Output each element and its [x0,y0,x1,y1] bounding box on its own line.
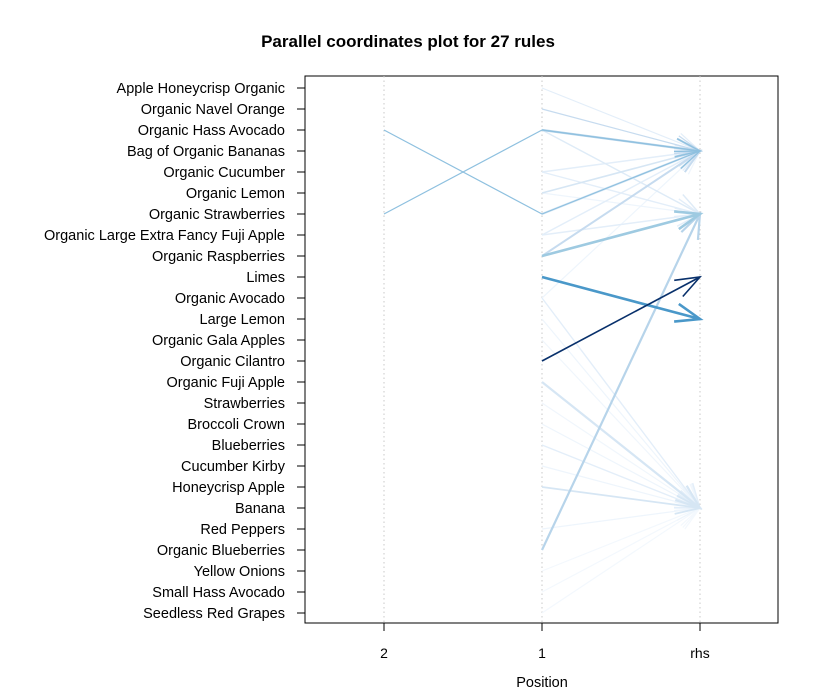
rule-line [541,402,701,509]
y-tick-label-organic-blueberries: Organic Blueberries [157,543,285,559]
y-tick-label-banana: Banana [235,501,286,517]
rule-line [541,150,701,257]
y-tick-label-blueberries: Blueberries [212,438,285,454]
rule-line [383,129,701,215]
y-tick-label-organic-avocado: Organic Avocado [175,291,285,307]
rule-21 [541,402,702,509]
rule-line [541,339,701,509]
rule-26 [541,318,702,510]
y-tick-label-organic-gala-apples: Organic Gala Apples [152,333,285,349]
x-tick-label-2: 2 [380,645,388,661]
rule-20 [541,381,703,510]
rule-7 [541,147,703,194]
rule-line [541,507,701,614]
rule-line [541,318,701,509]
y-tick-label-honeycrisp-apple: Honeycrisp Apple [172,480,285,496]
y-tick-label-bag-of-organic-bananas: Bag of Organic Bananas [127,144,285,160]
rule-30 [541,507,702,572]
y-tick-label-large-lemon: Large Lemon [200,312,285,328]
y-tick-label-organic-cilantro: Organic Cilantro [180,354,285,370]
rule-line [541,87,701,152]
rule-arrowhead [674,275,703,298]
rule-line [541,381,701,509]
rule-25 [541,486,703,515]
rule-line [541,297,701,509]
rule-line [541,108,701,152]
y-tick-label-organic-raspberries: Organic Raspberries [152,249,285,265]
rule-line [541,423,701,509]
y-tick-label-seedless-red-grapes: Seedless Red Grapes [143,606,285,622]
rule-line [541,276,701,362]
y-tick-label-red-peppers: Red Peppers [200,522,285,538]
x-tick-label-rhs: rhs [690,645,709,661]
rule-line [541,486,701,509]
rule-line [541,465,701,509]
y-tick-label-organic-lemon: Organic Lemon [186,186,285,202]
y-tick-label-yellow-onions: Yellow Onions [194,564,285,580]
rule-line [541,213,701,551]
y-axis: Apple Honeycrisp Organic Organic Navel Or… [44,81,305,622]
y-tick-label-organic-large-extra-fancy-fuji-apple: Organic Large Extra Fancy Fuji Apple [44,228,285,244]
rule-31 [541,507,702,593]
rule-line [383,129,701,215]
rule-12 [541,210,704,258]
y-tick-label-organic-strawberries: Organic Strawberries [149,207,285,223]
rule-22 [541,423,702,509]
rule-19 [541,275,704,323]
rule-32 [541,507,702,614]
rule-line [541,444,701,509]
rule-line [541,212,701,258]
rule-line [541,275,701,321]
y-tick-label-apple-honeycrisp-organic: Apple Honeycrisp Organic [117,81,285,97]
rule-arrowhead [674,494,703,515]
y-tick-label-organic-fuji-apple: Organic Fuji Apple [167,375,285,391]
rule-line [541,507,701,593]
rule-line [541,213,701,236]
y-tick-label-strawberries: Strawberries [204,396,285,412]
x-axis: 2 1 rhs [380,623,710,661]
axis-guides [383,76,701,623]
rule-line [541,150,701,173]
y-tick-label-organic-hass-avocado: Organic Hass Avocado [138,123,285,139]
rule-lines [383,87,704,614]
y-tick-label-small-hass-avocado: Small Hass Avocado [152,585,285,601]
rule-arrowhead [674,210,704,231]
rule-line [541,171,701,215]
y-tick-label-limes: Limes [246,270,285,286]
y-tick-label-cucumber-kirby: Cucumber Kirby [181,459,286,475]
x-tick-label-1: 1 [538,645,546,661]
y-tick-label-broccoli-crown: Broccoli Crown [188,417,286,433]
rule-line [541,507,701,572]
y-tick-label-organic-navel-orange: Organic Navel Orange [141,102,285,118]
rule-arrowhead [674,302,704,323]
rule-14 [541,171,702,218]
rule-18 [541,275,703,362]
chart-title: Parallel coordinates plot for 27 rules [261,32,555,51]
rule-27 [541,339,702,510]
x-axis-label: Position [516,675,568,691]
rule-line [541,150,701,194]
rule-arrowhead [674,138,702,158]
rule-28 [541,501,702,530]
rule-2 [383,129,702,215]
y-tick-label-organic-cucumber: Organic Cucumber [163,165,285,181]
rule-line [541,507,701,530]
